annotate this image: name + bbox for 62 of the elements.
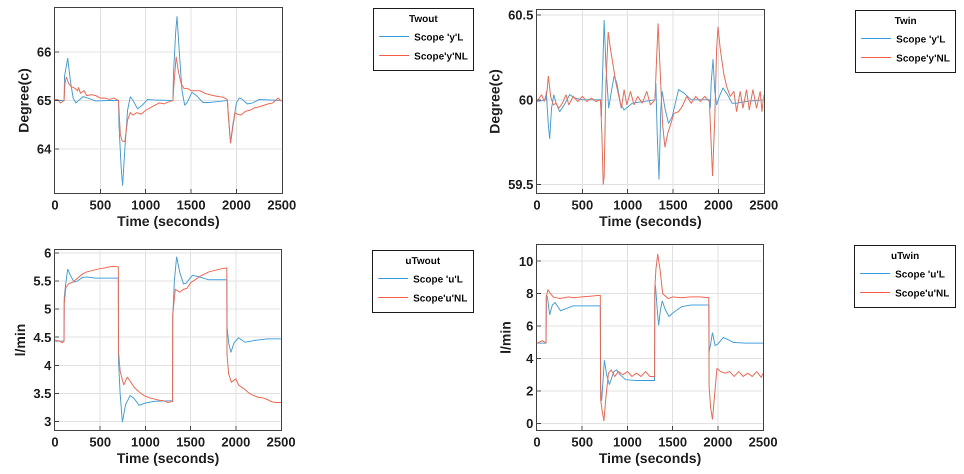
x-tick-label: 1000: [130, 434, 160, 450]
x-tick-label: 500: [572, 198, 594, 213]
x-tick-label: 2000: [703, 434, 732, 450]
x-tick-label: 2000: [221, 434, 250, 450]
x-tick-label: 2500: [748, 434, 778, 450]
y-tick-label: 6: [526, 318, 534, 334]
x-axis-title: Time (seconds): [598, 450, 702, 466]
x-tick-label: 500: [571, 434, 594, 450]
x-tick-label: 500: [90, 198, 112, 213]
legend-title: Twout: [408, 14, 438, 25]
x-tick-label: 2500: [267, 198, 296, 213]
y-tick-label: 8: [526, 286, 534, 302]
line-series: [537, 253, 764, 422]
x-axis-title: Time (seconds): [599, 212, 702, 229]
y-tick-label: 60: [518, 92, 534, 108]
y-axis-title: l/min: [12, 324, 28, 356]
y-tick-label: 64: [36, 142, 52, 157]
line-series: [55, 266, 282, 403]
y-tick-label: 5.5: [33, 273, 52, 288]
y-tick-label: 60.5: [508, 8, 534, 23]
legend-label: Scope'u'NL: [413, 293, 468, 304]
y-axis-title: Degree(c): [486, 69, 503, 134]
x-tick-label: 1500: [658, 198, 688, 213]
legend-title: uTwin: [891, 251, 920, 262]
y-tick-label: 10: [518, 254, 534, 269]
y-tick-label: 2: [526, 384, 534, 399]
x-axis-title: Time (seconds): [117, 212, 220, 229]
legend-label: Scope'y'NL: [896, 53, 950, 64]
x-axis-title: Time (seconds): [116, 450, 220, 466]
legend-label: Scope 'y'L: [414, 32, 464, 44]
y-tick-label: 4: [44, 358, 52, 373]
x-tick-label: 1000: [612, 434, 642, 450]
x-tick-label: 500: [89, 434, 112, 450]
legend-label: Scope'y'NL: [414, 51, 468, 62]
y-tick-label: 6: [44, 245, 52, 260]
y-tick-label: 4.5: [33, 330, 52, 345]
y-tick-label: 59.5: [508, 177, 534, 192]
legend-label: Scope 'u'L: [895, 269, 945, 280]
line-series: [55, 56, 282, 144]
x-tick-label: 1500: [658, 434, 688, 450]
y-tick-label: 3: [44, 414, 52, 430]
y-tick-label: 65: [36, 93, 52, 108]
x-tick-label: 1000: [613, 198, 642, 213]
x-tick-label: 2500: [266, 434, 296, 450]
y-tick-label: 0: [526, 416, 534, 432]
x-tick-label: 1500: [176, 198, 206, 213]
legend-label: Scope 'y'L: [896, 34, 946, 46]
legend-title: uTwout: [405, 256, 441, 267]
x-tick-label: 2000: [222, 198, 251, 213]
y-axis-title: l/min: [498, 321, 514, 354]
y-tick-label: 3.5: [33, 386, 52, 401]
x-tick-label: 1000: [131, 198, 160, 213]
y-tick-label: 66: [36, 44, 52, 60]
y-axis-title: Degree(c): [16, 68, 32, 133]
x-tick-label: 2500: [749, 198, 778, 213]
x-tick-label: 2000: [704, 198, 733, 213]
legend-label: Scope 'u'L: [413, 274, 463, 286]
legend-label: Scope'u'NL: [895, 288, 950, 300]
y-tick-label: 4: [526, 351, 534, 366]
legend-title: Twin: [894, 16, 917, 27]
y-tick-label: 5: [44, 302, 52, 317]
x-tick-label: 1500: [176, 434, 206, 450]
